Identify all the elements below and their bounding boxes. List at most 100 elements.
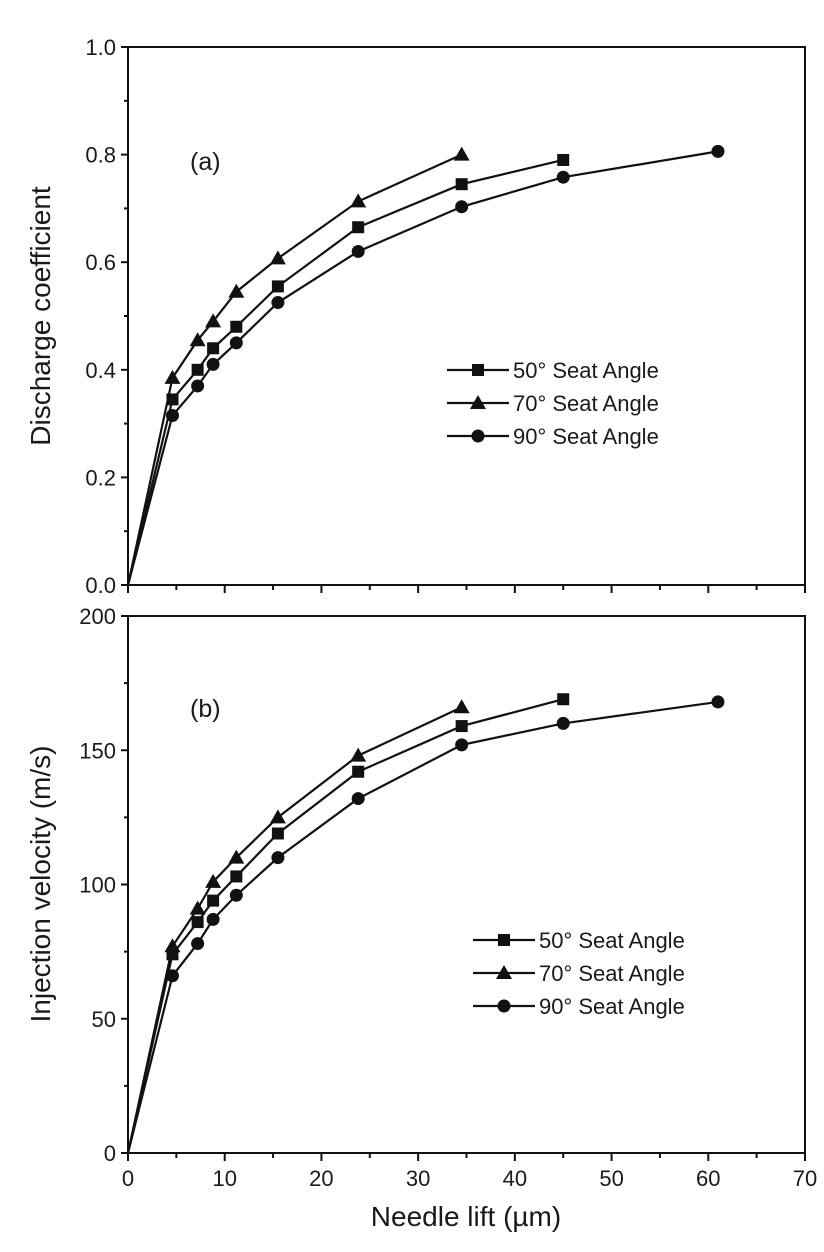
x-tick-label: 50 [599,1166,623,1191]
data-point-triangle [189,332,206,347]
data-point-square [207,342,220,355]
panel-a-frame [127,46,806,586]
panel-a-x-ticks [127,585,806,593]
data-point-square [271,280,284,293]
data-point-circle [351,244,365,258]
data-point-triangle [453,699,470,714]
x-tick-label: 70 [793,1166,817,1191]
y-tick-label: 0.4 [85,358,116,383]
data-point-square [557,693,570,706]
x-tick-label: 40 [503,1166,527,1191]
data-point-circle [206,912,220,926]
data-point-square [230,320,243,333]
data-point-triangle [189,900,206,915]
data-point-triangle [228,849,245,864]
data-point-square [271,827,284,840]
data-point-circle [191,937,205,951]
legend-marker-triangle [496,965,512,979]
panel-b-x-ticks: 0 10 20 30 40 50 60 70 [122,1153,817,1191]
panel-b-y-ticks: 0 50 100 150 200 [79,604,128,1166]
y-tick-label: 0.6 [85,250,116,275]
data-point-triangle [164,369,181,384]
panel-a-y-ticks: 0.0 0.2 0.4 0.6 0.8 1.0 [85,35,128,598]
data-point-circle [455,200,469,214]
series-square [126,693,570,1154]
legend-item: 50° Seat Angle [473,928,685,953]
data-point-square [455,720,468,733]
series-circle [126,695,725,1154]
legend-item: 70° Seat Angle [473,961,685,986]
data-point-circle [455,738,469,752]
series-line [126,706,463,1154]
series-line [126,150,719,586]
y-tick-label: 100 [79,873,116,898]
x-tick-label: 60 [696,1166,720,1191]
y-tick-label: 0.2 [85,465,116,490]
data-point-square [455,178,468,191]
y-tick-label: 200 [79,604,116,629]
data-point-circle [165,969,179,983]
x-tick-label: 30 [406,1166,430,1191]
data-point-square [557,153,570,166]
data-point-triangle [205,313,222,328]
data-point-circle [351,792,365,806]
data-point-circle [711,695,725,709]
series-square [126,153,570,586]
y-tick-label: 0.0 [85,573,116,598]
data-point-circle [191,379,205,393]
legend-marker-circle [471,429,485,443]
legend-label: 50° Seat Angle [539,928,685,953]
data-point-square [207,894,220,907]
data-point-square [191,363,204,376]
legend-label: 70° Seat Angle [513,391,659,416]
panel-a-series [126,144,725,586]
legend-item: 50° Seat Angle [447,358,659,383]
legend-item: 90° Seat Angle [473,994,685,1019]
x-tick-label: 10 [212,1166,236,1191]
data-point-circle [556,716,570,730]
y-tick-label: 0 [104,1141,116,1166]
data-point-triangle [164,938,181,953]
panel-a-y-axis-title: Discharge coefficient [25,186,56,446]
y-tick-label: 1.0 [85,35,116,60]
legend-label: 70° Seat Angle [539,961,685,986]
data-point-square [230,870,243,883]
data-point-square [191,916,204,929]
data-point-circle [271,851,285,865]
legend-marker-square [472,364,484,376]
data-point-circle [229,336,243,350]
panel-b-label: (b) [190,695,221,723]
data-point-circle [271,296,285,310]
panel-b-injection-velocity: 0 50 100 150 200 0 10 20 30 40 50 60 70 (b) Injecti… [25,604,817,1191]
legend-marker-circle [497,999,511,1013]
data-point-triangle [350,747,367,762]
data-point-circle [165,409,179,423]
data-point-triangle [269,250,286,265]
y-tick-label: 150 [79,738,116,763]
panel-b-legend: 50° Seat Angle 70° Seat Angle 90° Seat Ang… [473,928,685,1019]
series-triangle [126,146,470,586]
series-circle [126,144,725,586]
panel-a-discharge-coefficient: 0.0 0.2 0.4 0.6 0.8 1.0 (a) Discharge coeffic… [25,35,806,598]
legend-label: 50° Seat Angle [513,358,659,383]
data-point-triangle [205,873,222,888]
data-point-square [352,765,365,778]
data-point-square [352,221,365,234]
data-point-circle [229,888,243,902]
panel-a-legend: 50° Seat Angle 70° Seat Angle 90° Seat Ang… [447,358,659,449]
data-point-triangle [228,283,245,298]
y-tick-label: 50 [92,1007,116,1032]
panel-a-label: (a) [190,148,221,176]
series-line [126,153,463,586]
data-point-circle [711,144,725,158]
data-point-triangle [453,146,470,161]
data-point-triangle [269,809,286,824]
legend-label: 90° Seat Angle [539,994,685,1019]
data-point-circle [556,170,570,184]
data-point-triangle [350,193,367,208]
series-line [126,700,719,1154]
legend-item: 70° Seat Angle [447,391,659,416]
legend-marker-square [498,934,510,946]
